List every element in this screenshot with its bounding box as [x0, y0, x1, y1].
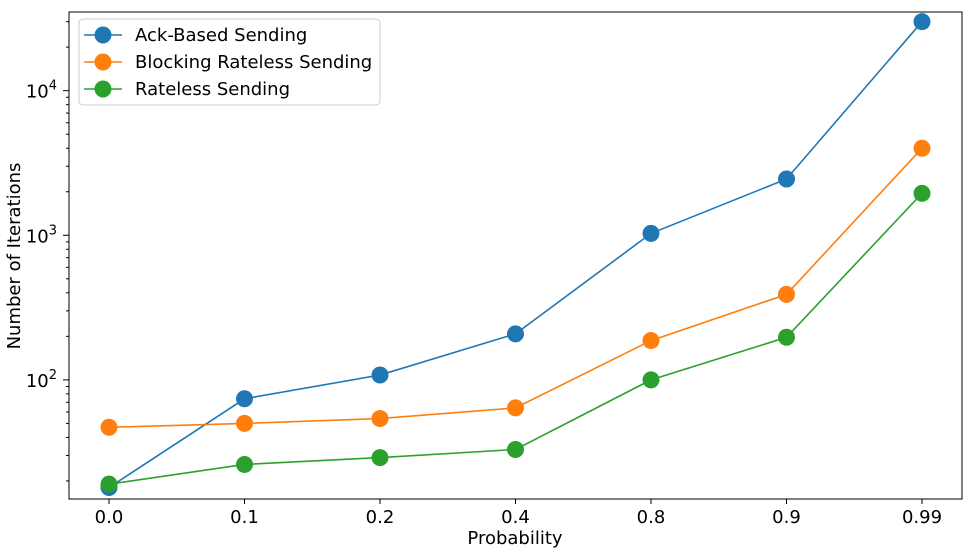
- data-point: [236, 414, 253, 432]
- data-point: [913, 13, 931, 31]
- data-point: [371, 366, 389, 384]
- x-tick-label: 0.4: [501, 507, 530, 528]
- x-tick-label: 0.1: [230, 507, 259, 528]
- legend-marker: [94, 53, 112, 71]
- x-tick-label: 0.9: [772, 507, 801, 528]
- data-point: [642, 332, 660, 350]
- data-point: [371, 410, 389, 428]
- data-point: [236, 390, 253, 408]
- x-tick-label: 0.0: [95, 507, 124, 528]
- x-tick-label: 0.2: [366, 507, 395, 528]
- x-axis-label: Probability: [467, 528, 562, 549]
- legend-label: Ack-Based Sending: [135, 25, 307, 46]
- data-point: [913, 139, 931, 157]
- x-tick-label: 0.99: [902, 507, 942, 528]
- data-point: [642, 224, 660, 242]
- y-tick-label: 104: [26, 79, 57, 103]
- data-point: [913, 184, 931, 202]
- data-point: [642, 371, 660, 389]
- data-point: [236, 455, 253, 473]
- y-axis-label: Number of Iterations: [4, 163, 25, 350]
- legend: Ack-Based Sending Blocking Rateless Sendi…: [78, 18, 381, 106]
- plot-area: [100, 13, 931, 497]
- data-point: [100, 475, 118, 493]
- data-point: [778, 328, 795, 346]
- data-point: [507, 325, 524, 343]
- x-axis: 0.0 0.1 0.2 0.4 0.8 0.9 0.99: [95, 499, 942, 528]
- legend-label: Blocking Rateless Sending: [135, 52, 372, 73]
- legend-marker: [94, 80, 112, 98]
- legend-label: Rateless Sending: [135, 79, 290, 100]
- data-point: [371, 449, 389, 467]
- data-point: [507, 440, 524, 458]
- legend-marker: [94, 26, 112, 44]
- data-point: [778, 285, 795, 303]
- legend-box: [78, 18, 381, 106]
- data-point: [507, 399, 524, 417]
- data-point: [100, 418, 118, 436]
- data-point: [778, 170, 795, 188]
- x-tick-label: 0.8: [637, 507, 666, 528]
